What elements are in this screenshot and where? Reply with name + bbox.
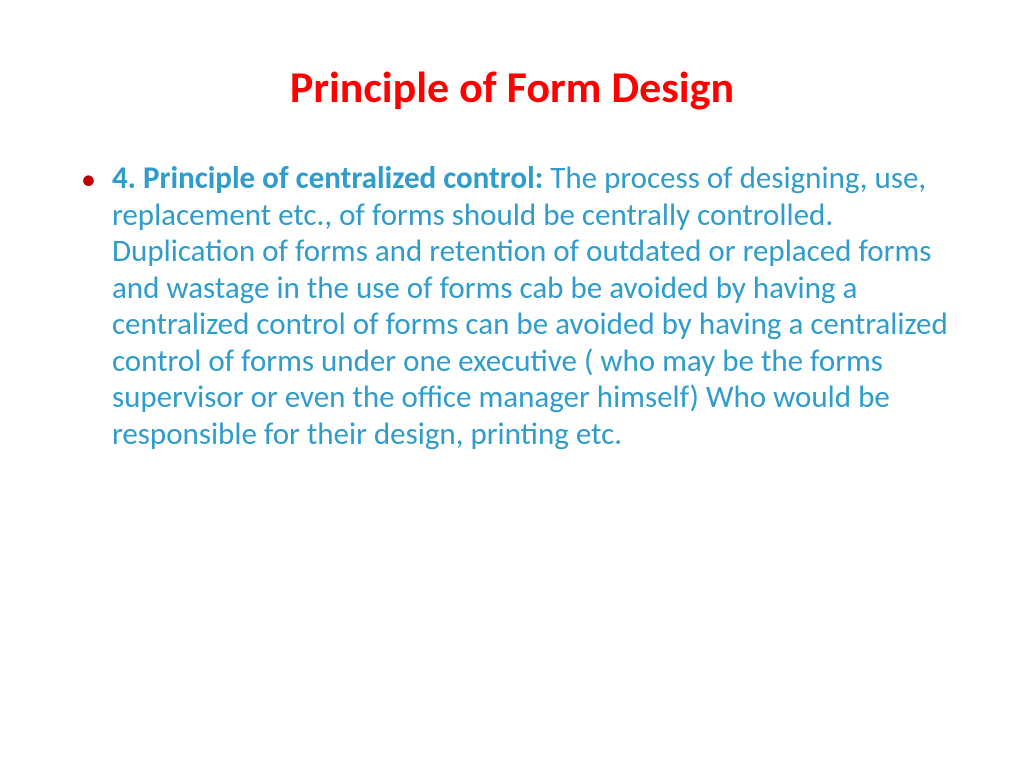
slide: Principle of Form Design • 4. Principle … (0, 0, 1024, 768)
slide-title: Principle of Form Design (55, 60, 969, 114)
bullet-item: • 4. Principle of centralized control: T… (55, 160, 969, 453)
bullet-marker-icon: • (81, 162, 96, 198)
bullet-lead: 4. Principle of centralized control: (112, 159, 550, 197)
bullet-text: 4. Principle of centralized control: The… (112, 160, 959, 453)
bullet-body: The process of designing, use, replaceme… (112, 159, 948, 453)
